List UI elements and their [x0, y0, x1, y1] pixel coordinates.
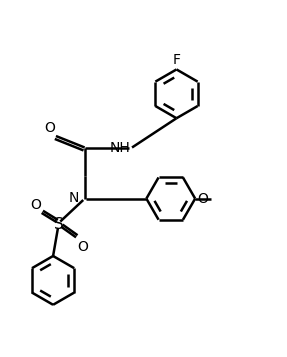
Text: O: O [77, 240, 88, 253]
Text: S: S [54, 217, 64, 232]
Text: NH: NH [110, 141, 131, 155]
Text: O: O [44, 121, 55, 135]
Text: O: O [197, 192, 208, 206]
Text: N: N [69, 191, 79, 205]
Text: F: F [172, 53, 181, 67]
Text: O: O [30, 197, 41, 211]
